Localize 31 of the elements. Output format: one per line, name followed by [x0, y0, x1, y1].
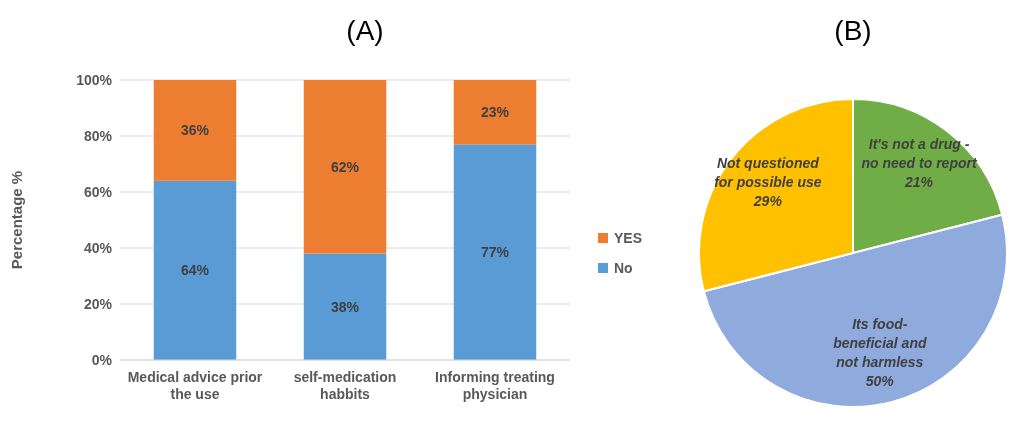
bar: [453, 144, 537, 360]
data-label: 29%: [752, 192, 783, 209]
bar: [153, 180, 237, 360]
y-tick-label: 100%: [76, 71, 113, 88]
bar: [153, 80, 237, 181]
slice-label: Its food- beneficial and not harmless: [833, 315, 927, 370]
y-tick-label: 40%: [83, 239, 113, 256]
bar: [303, 80, 387, 254]
legend-label: YES: [614, 229, 643, 246]
x-tick-label: self-medication habbits: [293, 369, 397, 402]
y-tick-label: 0%: [91, 351, 113, 368]
slice-label: It's not a drug - no need to report: [861, 135, 978, 171]
legend-label: No: [614, 259, 633, 276]
bar: [453, 80, 537, 145]
data-label: 62%: [330, 158, 360, 175]
data-label: 50%: [865, 372, 895, 389]
data-label: 36%: [180, 122, 210, 139]
chart-title: (A): [346, 15, 384, 46]
y-tick-label: 60%: [83, 183, 113, 200]
data-label: 64%: [180, 262, 210, 279]
y-axis-title: Percentage %: [8, 170, 25, 270]
x-tick-label: Informing treating physician: [435, 369, 555, 402]
bar: [303, 253, 387, 360]
data-label: 77%: [480, 244, 510, 261]
x-tick-label: Medical advice prior the use: [127, 369, 263, 402]
y-tick-label: 20%: [83, 295, 113, 312]
chart-title: (B): [834, 15, 872, 46]
data-label: 21%: [904, 173, 934, 190]
y-tick-label: 80%: [83, 127, 113, 144]
data-label: 38%: [330, 298, 360, 315]
data-label: 23%: [480, 104, 510, 121]
